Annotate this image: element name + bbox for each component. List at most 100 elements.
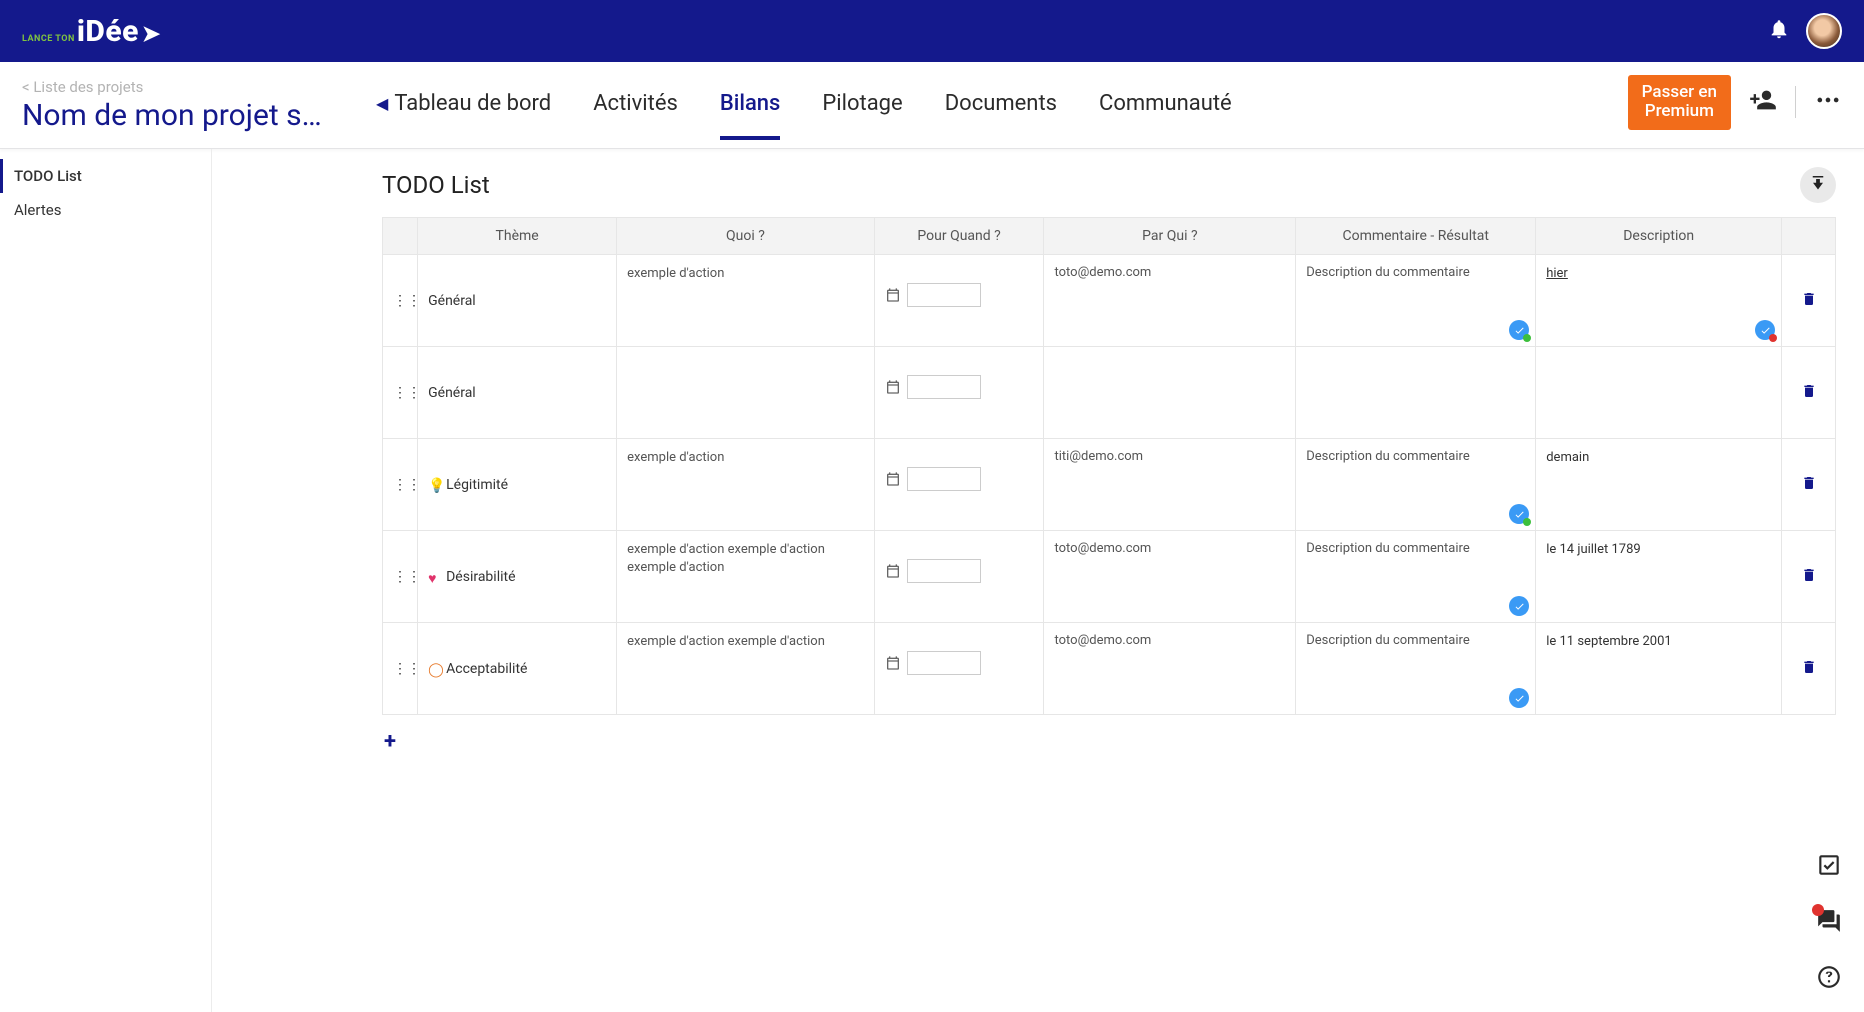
tab-bilans[interactable]: Bilans	[720, 71, 781, 140]
logo-text: iDée	[77, 14, 139, 49]
comment-text: Description du commentaire	[1306, 449, 1525, 464]
col-qui: Par Qui ?	[1044, 218, 1296, 255]
date-input[interactable]	[907, 651, 981, 675]
qui-cell[interactable]: toto@demo.com	[1044, 623, 1296, 715]
breadcrumb[interactable]: < Liste des projets	[22, 78, 376, 96]
tab-tableau-de-bord[interactable]: ◀Tableau de bord	[376, 71, 551, 140]
tab-pilotage[interactable]: Pilotage	[822, 71, 902, 140]
calendar-icon[interactable]	[885, 287, 901, 303]
check-badge-icon[interactable]	[1509, 320, 1529, 340]
top-bar: LANCE TON iDée ➤	[0, 0, 1864, 62]
body: TODO List Alertes TODO List Thème Quoi ?…	[0, 149, 1864, 1012]
premium-button[interactable]: Passer en Premium	[1628, 75, 1731, 130]
drag-handle-icon[interactable]: ⋮⋮	[383, 347, 418, 439]
table-header-row: Thème Quoi ? Pour Quand ? Par Qui ? Comm…	[383, 218, 1836, 255]
theme-cell[interactable]: 💡Légitimité	[418, 439, 617, 531]
quoi-cell[interactable]	[617, 347, 875, 439]
drag-handle-icon[interactable]: ⋮⋮	[383, 439, 418, 531]
theme-cell[interactable]: ♥Désirabilité	[418, 531, 617, 623]
download-button[interactable]	[1800, 167, 1836, 203]
comment-cell[interactable]: Description du commentaire	[1296, 439, 1536, 531]
tab-label: Documents	[945, 91, 1057, 116]
desc-text[interactable]: le 14 juillet 1789	[1546, 542, 1640, 557]
help-icon[interactable]	[1814, 962, 1844, 992]
comment-cell[interactable]: Description du commentaire	[1296, 255, 1536, 347]
qui-cell[interactable]: toto@demo.com	[1044, 255, 1296, 347]
qui-text: titi@demo.com	[1054, 449, 1285, 464]
desc-cell[interactable]	[1536, 347, 1782, 439]
tab-documents[interactable]: Documents	[945, 71, 1057, 140]
checklist-icon[interactable]	[1814, 850, 1844, 880]
sidebar-item-alertes[interactable]: Alertes	[0, 193, 211, 227]
quand-cell[interactable]	[874, 531, 1044, 623]
desc-cell[interactable]: hier	[1536, 255, 1782, 347]
delete-cell	[1782, 623, 1836, 715]
comment-cell[interactable]: Description du commentaire	[1296, 531, 1536, 623]
calendar-icon[interactable]	[885, 655, 901, 671]
tab-label: Activités	[593, 91, 678, 116]
desc-cell[interactable]: le 11 septembre 2001	[1536, 623, 1782, 715]
desc-cell[interactable]: le 14 juillet 1789	[1536, 531, 1782, 623]
trash-icon[interactable]	[1801, 387, 1817, 403]
date-input[interactable]	[907, 559, 981, 583]
date-input[interactable]	[907, 375, 981, 399]
logo[interactable]: LANCE TON iDée ➤	[22, 14, 161, 49]
check-badge-icon[interactable]	[1509, 596, 1529, 616]
quand-cell[interactable]	[874, 623, 1044, 715]
qui-cell[interactable]: toto@demo.com	[1044, 531, 1296, 623]
invite-icon[interactable]	[1749, 86, 1777, 118]
theme-cell[interactable]: Général	[418, 255, 617, 347]
calendar-icon[interactable]	[885, 379, 901, 395]
table-row: ⋮⋮Généralexemple d'action toto@demo.comDe…	[383, 255, 1836, 347]
drag-handle-icon[interactable]: ⋮⋮	[383, 531, 418, 623]
col-theme: Thème	[418, 218, 617, 255]
check-badge-icon[interactable]	[1509, 688, 1529, 708]
add-row-button[interactable]: +	[382, 729, 1836, 754]
quoi-text: exemple d'action exemple d'action	[627, 633, 864, 651]
desc-cell[interactable]: demain	[1536, 439, 1782, 531]
notifications-icon[interactable]	[1768, 18, 1790, 44]
desc-text[interactable]: demain	[1546, 450, 1589, 465]
quand-cell[interactable]	[874, 255, 1044, 347]
date-input[interactable]	[907, 283, 981, 307]
quoi-cell[interactable]: exemple d'action exemple d'action	[617, 623, 875, 715]
trash-icon[interactable]	[1801, 295, 1817, 311]
nav-separator	[1795, 86, 1796, 118]
avatar[interactable]	[1806, 13, 1842, 49]
qui-cell[interactable]: titi@demo.com	[1044, 439, 1296, 531]
comment-cell[interactable]: Description du commentaire	[1296, 623, 1536, 715]
trash-icon[interactable]	[1801, 663, 1817, 679]
table-row: ⋮⋮💡Légitimitéexemple d'action titi@demo.c…	[383, 439, 1836, 531]
quand-cell[interactable]	[874, 347, 1044, 439]
trash-icon[interactable]	[1801, 479, 1817, 495]
quoi-cell[interactable]: exemple d'action	[617, 439, 875, 531]
chat-icon[interactable]	[1814, 906, 1844, 936]
calendar-icon[interactable]	[885, 471, 901, 487]
drag-handle-icon[interactable]: ⋮⋮	[383, 255, 418, 347]
nav-tabs: ◀Tableau de bord Activités Bilans Pilota…	[376, 62, 1232, 148]
qui-cell[interactable]	[1044, 347, 1296, 439]
drag-handle-icon[interactable]: ⋮⋮	[383, 623, 418, 715]
sidebar-item-todo[interactable]: TODO List	[0, 159, 211, 193]
desc-text[interactable]: le 11 septembre 2001	[1546, 634, 1672, 649]
quoi-cell[interactable]: exemple d'action exemple d'action exempl…	[617, 531, 875, 623]
tab-label: Pilotage	[822, 91, 902, 116]
more-icon[interactable]	[1814, 86, 1842, 118]
col-desc: Description	[1536, 218, 1782, 255]
check-badge-icon[interactable]	[1509, 504, 1529, 524]
quand-cell[interactable]	[874, 439, 1044, 531]
theme-cell[interactable]: ◯Acceptabilité	[418, 623, 617, 715]
date-input[interactable]	[907, 467, 981, 491]
quoi-cell[interactable]: exemple d'action	[617, 255, 875, 347]
calendar-icon[interactable]	[885, 563, 901, 579]
qui-text: toto@demo.com	[1054, 633, 1285, 648]
trash-icon[interactable]	[1801, 571, 1817, 587]
project-column: < Liste des projets Nom de mon projet s…	[22, 62, 376, 148]
tab-activites[interactable]: Activités	[593, 71, 678, 140]
comment-cell[interactable]	[1296, 347, 1536, 439]
theme-cell[interactable]: Général	[418, 347, 617, 439]
check-badge-icon[interactable]	[1755, 320, 1775, 340]
theme-label: Acceptabilité	[446, 661, 527, 677]
tab-communaute[interactable]: Communauté	[1099, 71, 1232, 140]
desc-text[interactable]: hier	[1546, 266, 1568, 281]
